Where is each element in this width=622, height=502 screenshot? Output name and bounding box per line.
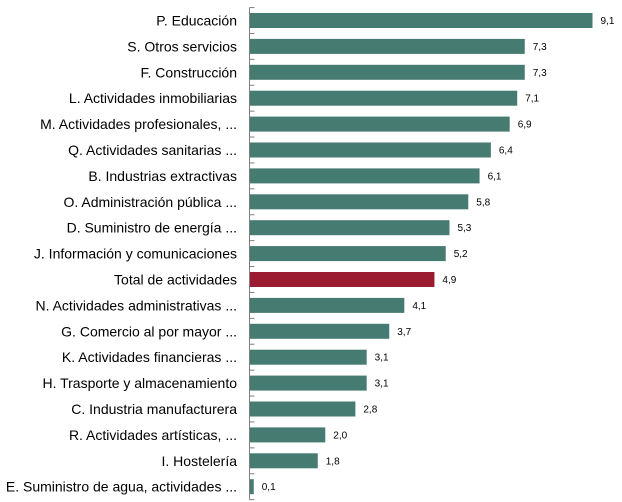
category-labels: P. Educación S. Otros servicios F. Constru… xyxy=(6,13,237,495)
value-label-c-industria-manufacturera: 2,8 xyxy=(363,405,377,416)
axis-ticks xyxy=(249,7,255,501)
category-label-n-actividades-administrativas: N. Actividades administrativas ... xyxy=(35,297,237,313)
bar-k-actividades-financieras xyxy=(250,349,367,365)
value-label-i-hosteleria: 1,8 xyxy=(326,456,340,467)
category-label-q-actividades-sanitarias: Q. Actividades sanitarias ... xyxy=(68,142,237,158)
category-label-g-comercio-al-por-mayor: G. Comercio al por mayor ... xyxy=(61,323,237,339)
value-label-j-informacion-y-comunicaciones: 5,2 xyxy=(454,249,468,260)
bar-d-suministro-de-energia xyxy=(250,220,450,236)
bar-r-actividades-artisticas xyxy=(250,427,326,443)
category-label-m-actividades-profesionales: M. Actividades profesionales, ... xyxy=(40,116,237,132)
bar-n-actividades-administrativas xyxy=(250,297,405,313)
category-label-r-actividades-artisticas: R. Actividades artísticas, ... xyxy=(69,427,237,443)
value-label-f-construccion: 7,3 xyxy=(533,68,547,79)
value-label-p-educacion: 9,1 xyxy=(601,16,615,27)
category-label-o-administracion-publica: O. Administración pública ... xyxy=(63,194,237,210)
value-label-s-otros-servicios: 7,3 xyxy=(533,42,547,53)
value-label-q-actividades-sanitarias: 6,4 xyxy=(499,146,513,157)
bar-i-hosteleria xyxy=(250,453,318,469)
bar-q-actividades-sanitarias xyxy=(250,142,491,158)
bar-p-educacion xyxy=(250,13,593,28)
value-label-h-trasporte-y-almacenamiento: 3,1 xyxy=(375,379,389,390)
category-label-s-otros-servicios: S. Otros servicios xyxy=(127,38,237,54)
category-label-j-informacion-y-comunicaciones: J. Información y comunicaciones xyxy=(34,246,237,262)
bar-total-de-actividades xyxy=(250,272,435,287)
bar-h-trasporte-y-almacenamiento xyxy=(250,375,367,391)
value-labels: 9,1 7,3 7,3 7,1 6,9 6,4 6,1 5,8 5,3 5,2 4,9 4,1 3,7 3… xyxy=(262,16,615,493)
bar-e-suministro-de-agua-actividades xyxy=(250,479,254,495)
category-label-h-trasporte-y-almacenamiento: H. Trasporte y almacenamiento xyxy=(42,375,237,391)
value-label-l-actividades-inmobiliarias: 7,1 xyxy=(525,94,539,105)
category-label-i-hosteleria: I. Hostelería xyxy=(162,453,238,469)
category-label-c-industria-manufacturera: C. Industria manufacturera xyxy=(71,401,237,417)
value-label-g-comercio-al-por-mayor: 3,7 xyxy=(397,327,411,338)
bar-b-industrias-extractivas xyxy=(250,168,480,184)
bar-o-administracion-publica xyxy=(250,194,469,210)
value-label-r-actividades-artisticas: 2,0 xyxy=(333,430,347,441)
value-label-e-suministro-de-agua-actividades: 0,1 xyxy=(262,482,276,493)
category-label-total-de-actividades: Total de actividades xyxy=(114,272,237,288)
bar-c-industria-manufacturera xyxy=(250,401,356,417)
bar-l-actividades-inmobiliarias xyxy=(250,90,518,106)
category-label-e-suministro-de-agua-actividades: E. Suministro de agua, actividades ... xyxy=(6,479,237,495)
value-label-k-actividades-financieras: 3,1 xyxy=(375,353,389,364)
bar-j-informacion-y-comunicaciones xyxy=(250,246,446,262)
category-label-b-industrias-extractivas: B. Industrias extractivas xyxy=(88,168,237,184)
category-label-d-suministro-de-energia: D. Suministro de energía ... xyxy=(67,220,237,236)
value-label-d-suministro-de-energia: 5,3 xyxy=(457,223,471,234)
bar-m-actividades-profesionales xyxy=(250,116,510,132)
category-label-l-actividades-inmobiliarias: L. Actividades inmobiliarias xyxy=(69,90,237,106)
category-label-f-construccion: F. Construcción xyxy=(141,64,237,80)
bars xyxy=(250,13,593,495)
bar-f-construccion xyxy=(250,64,525,80)
value-label-n-actividades-administrativas: 4,1 xyxy=(412,301,426,312)
category-label-p-educacion: P. Educación xyxy=(156,13,237,29)
value-label-b-industrias-extractivas: 6,1 xyxy=(488,171,502,182)
value-label-m-actividades-profesionales: 6,9 xyxy=(518,120,532,131)
value-label-o-administracion-publica: 5,8 xyxy=(476,197,490,208)
bar-s-otros-servicios xyxy=(250,38,525,54)
value-label-total-de-actividades: 4,9 xyxy=(442,275,456,286)
category-label-k-actividades-financieras: K. Actividades financieras ... xyxy=(62,349,237,365)
bar-g-comercio-al-por-mayor xyxy=(250,323,390,339)
